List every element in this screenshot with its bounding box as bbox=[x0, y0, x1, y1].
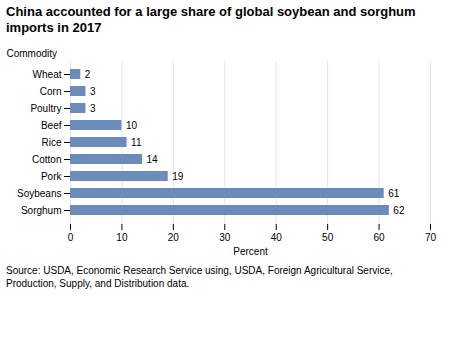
svg-text:Pork: Pork bbox=[41, 170, 63, 181]
svg-text:Soybeans: Soybeans bbox=[17, 187, 61, 198]
svg-text:19: 19 bbox=[172, 170, 184, 181]
svg-text:14: 14 bbox=[147, 153, 159, 164]
svg-text:30: 30 bbox=[219, 231, 231, 242]
html-text:China accounted for a large sh: China accounted for a large share of glo… bbox=[6, 4, 416, 36]
svg-text:0: 0 bbox=[68, 231, 74, 242]
svg-text:60: 60 bbox=[374, 231, 386, 242]
svg-text:10: 10 bbox=[116, 231, 128, 242]
svg-text:70: 70 bbox=[425, 231, 437, 242]
svg-text:62: 62 bbox=[393, 204, 405, 215]
svg-text:Corn: Corn bbox=[40, 85, 62, 96]
svg-text:40: 40 bbox=[271, 231, 283, 242]
svg-text:Percent: Percent bbox=[233, 245, 268, 256]
svg-text:20: 20 bbox=[168, 231, 180, 242]
svg-text:61: 61 bbox=[388, 187, 400, 198]
svg-text:2: 2 bbox=[85, 68, 91, 79]
svg-text:3: 3 bbox=[90, 85, 96, 96]
svg-text:Commodity: Commodity bbox=[7, 47, 58, 58]
svg-text:Wheat: Wheat bbox=[33, 68, 62, 79]
svg-text:Beef: Beef bbox=[41, 119, 62, 130]
svg-text:Cotton: Cotton bbox=[32, 153, 61, 164]
svg-text:10: 10 bbox=[126, 119, 138, 130]
svg-text:Poultry: Poultry bbox=[30, 102, 61, 113]
svg-text:Sorghum: Sorghum bbox=[21, 204, 62, 215]
html-text:Source: USDA, Economic Researc: Source: USDA, Economic Research Service … bbox=[6, 264, 393, 289]
svg-text:50: 50 bbox=[322, 231, 334, 242]
svg-text:Rice: Rice bbox=[41, 136, 61, 147]
svg-text:3: 3 bbox=[90, 102, 96, 113]
svg-text:11: 11 bbox=[131, 136, 142, 147]
